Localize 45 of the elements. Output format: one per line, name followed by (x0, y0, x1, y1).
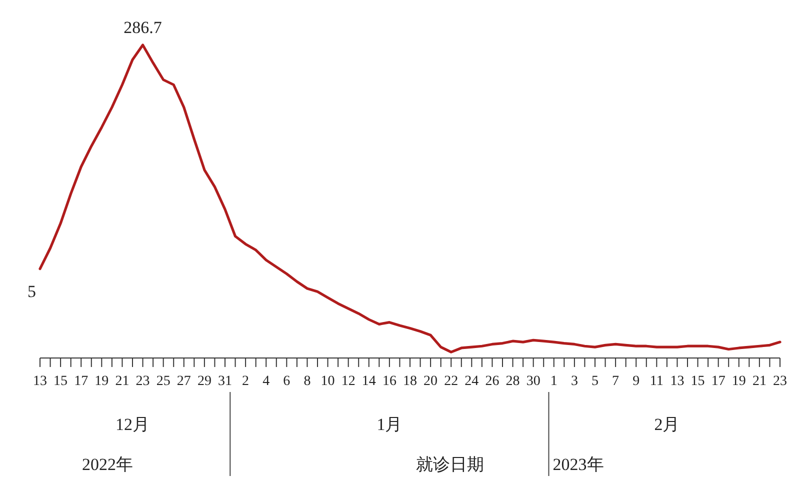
x-tick-label: 25 (156, 374, 170, 389)
x-tick-label: 31 (218, 374, 232, 389)
x-tick-label: 11 (650, 374, 664, 389)
x-tick-label: 1 (550, 374, 558, 389)
x-tick-label: 24 (464, 374, 479, 389)
x-tick-label: 6 (283, 374, 290, 389)
text: 2月 (654, 415, 680, 434)
x-tick-label: 28 (506, 374, 520, 389)
x-tick-label: 21 (115, 374, 130, 389)
x-tick-label: 15 (690, 374, 705, 389)
x-tick-label: 30 (526, 374, 540, 389)
x-tick-label: 8 (304, 374, 311, 389)
text: 2022年 (82, 455, 133, 474)
x-tick-label: 19 (94, 374, 109, 389)
x-tick-label: 16 (382, 374, 396, 389)
x-tick-label: 17 (74, 374, 88, 389)
text: 286.7 (124, 18, 162, 37)
x-tick-label: 17 (711, 374, 726, 389)
x-tick-label: 13 (670, 374, 684, 389)
x-tick-label: 18 (403, 374, 417, 389)
text: 2023年 (552, 455, 604, 474)
x-tick-label: 4 (262, 374, 270, 389)
x-tick-label: 23 (136, 374, 150, 389)
x-tick-label: 23 (773, 374, 787, 389)
text: 1月 (376, 415, 402, 434)
x-tick-label: 7 (612, 374, 620, 389)
x-tick-label: 5 (592, 374, 598, 389)
x-tick-label: 26 (485, 374, 500, 389)
x-tick-label: 9 (632, 374, 640, 389)
text: 5 (28, 282, 36, 301)
x-tick-label: 27 (176, 374, 191, 389)
x-tick-label: 15 (54, 374, 68, 389)
x-tick-label: 19 (732, 374, 746, 389)
x-tick-label: 20 (424, 374, 438, 389)
x-tick-label: 14 (362, 374, 376, 389)
x-tick-label: 12 (341, 374, 356, 389)
x-tick-label: 2 (242, 374, 250, 389)
x-axis-title: 就诊日期 (416, 455, 484, 475)
x-tick-label: 29 (197, 374, 212, 389)
x-tick-label: 21 (752, 374, 766, 389)
x-tick-label: 13 (33, 374, 47, 389)
x-tick-label: 3 (570, 374, 578, 389)
text: 12月 (116, 415, 150, 434)
x-tick-label: 22 (444, 374, 458, 389)
x-tick-label: 10 (320, 374, 335, 389)
